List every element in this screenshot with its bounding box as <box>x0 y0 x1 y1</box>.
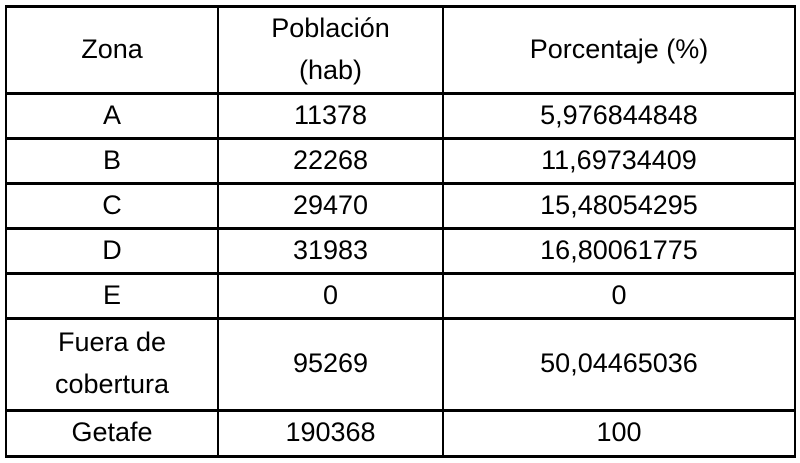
population-table-container: Zona Población (hab) Porcentaje (%) A 11… <box>5 5 796 458</box>
cell-poblacion: 95269 <box>217 316 444 412</box>
cell-poblacion: 11378 <box>217 91 444 140</box>
cell-zona: D <box>5 226 219 275</box>
table-row-zona-e: E 0 0 <box>5 271 796 320</box>
cell-zona: E <box>5 271 219 320</box>
table-row-getafe: Getafe 190368 100 <box>5 408 796 458</box>
cell-porcentaje: 11,69734409 <box>442 136 796 185</box>
cell-zona: B <box>5 136 219 185</box>
cell-zona: Fuera de cobertura <box>5 316 219 412</box>
header-porcentaje: Porcentaje (%) <box>442 5 796 95</box>
cell-porcentaje: 16,80061775 <box>442 226 796 275</box>
cell-poblacion: 0 <box>217 271 444 320</box>
population-table: Zona Población (hab) Porcentaje (%) A 11… <box>5 5 796 458</box>
cell-zona: Getafe <box>5 408 219 458</box>
cell-porcentaje: 0 <box>442 271 796 320</box>
cell-poblacion: 22268 <box>217 136 444 185</box>
table-header-row: Zona Población (hab) Porcentaje (%) <box>5 5 796 95</box>
cell-porcentaje: 15,48054295 <box>442 181 796 230</box>
table-row-zona-d: D 31983 16,80061775 <box>5 226 796 275</box>
header-poblacion: Población (hab) <box>217 5 444 95</box>
header-zona: Zona <box>5 5 219 95</box>
cell-poblacion: 31983 <box>217 226 444 275</box>
table-row-zona-a: A 11378 5,976844848 <box>5 91 796 140</box>
cell-poblacion: 29470 <box>217 181 444 230</box>
table-row-zona-b: B 22268 11,69734409 <box>5 136 796 185</box>
cell-porcentaje: 100 <box>442 408 796 458</box>
cell-poblacion: 190368 <box>217 408 444 458</box>
cell-porcentaje: 5,976844848 <box>442 91 796 140</box>
table-row-fuera-de-cobertura: Fuera de cobertura 95269 50,04465036 <box>5 316 796 412</box>
cell-porcentaje: 50,04465036 <box>442 316 796 412</box>
cell-zona: A <box>5 91 219 140</box>
table-row-zona-c: C 29470 15,48054295 <box>5 181 796 230</box>
cell-zona: C <box>5 181 219 230</box>
